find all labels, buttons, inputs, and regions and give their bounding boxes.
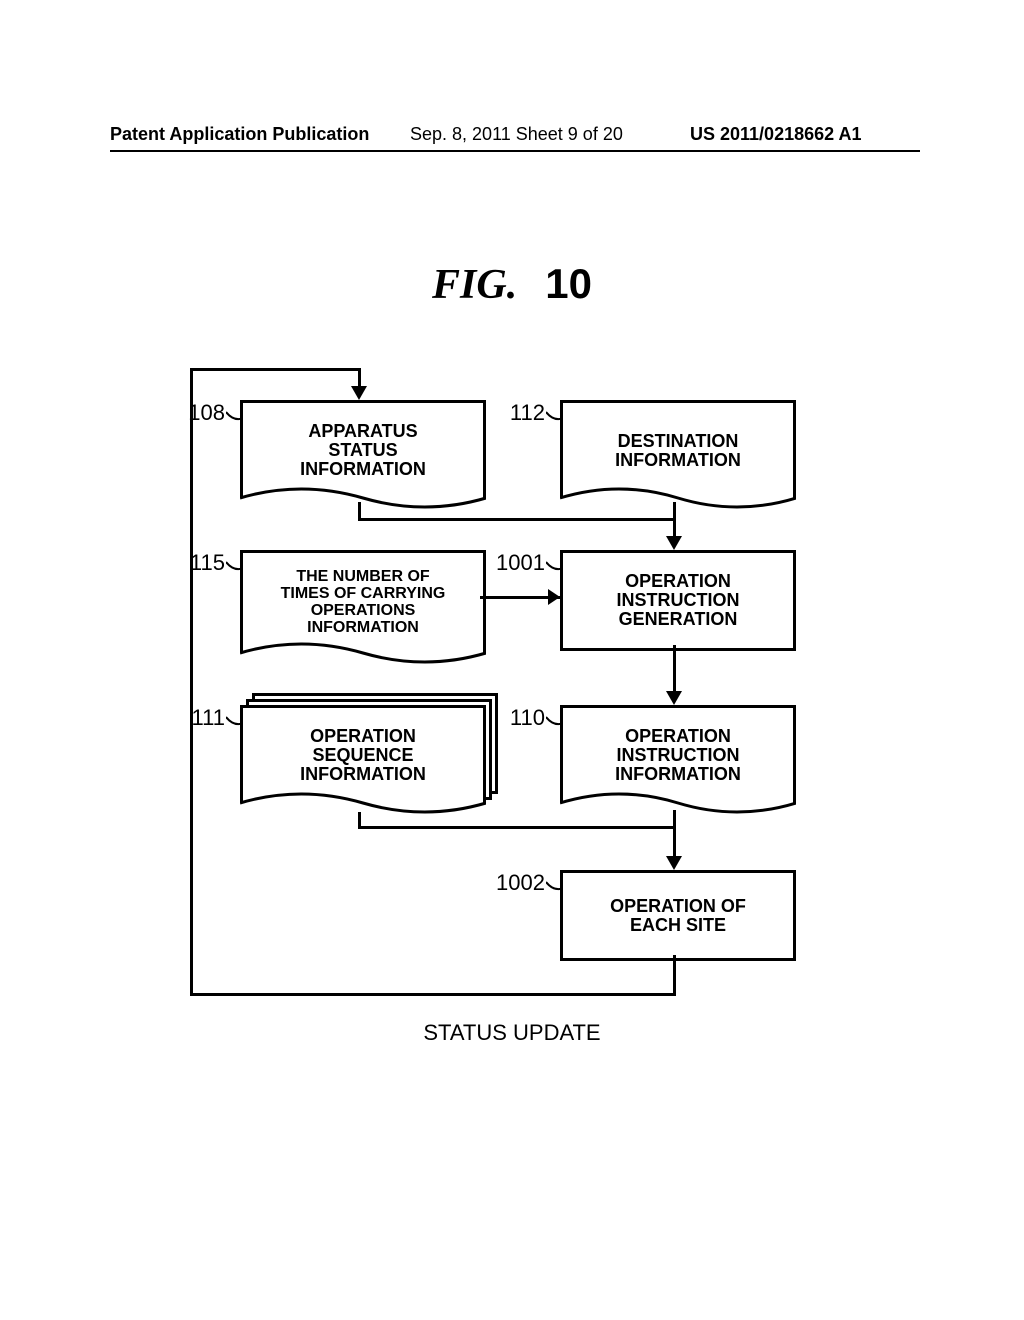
doc-bottom-108 [240, 486, 486, 510]
box-1001: OPERATION INSTRUCTION GENERATION [560, 550, 796, 651]
box-111-label: OPERATION SEQUENCE INFORMATION [296, 723, 430, 788]
arrow-in-108 [351, 386, 367, 400]
flowchart: 108 APPARATUS STATUS INFORMATION 112 DES… [120, 360, 880, 1060]
edge-1001-110 [673, 645, 676, 693]
doc-bottom-111 [240, 791, 486, 815]
box-108-label: APPARATUS STATUS INFORMATION [296, 418, 430, 483]
ref-110: 110 [490, 705, 545, 731]
page: Patent Application Publication Sep. 8, 2… [0, 0, 1024, 1320]
ref-1002: 1002 [480, 870, 545, 896]
ref-115: 115 [170, 550, 225, 576]
figure-title: FIG.10 [0, 260, 1024, 309]
header-right: US 2011/0218662 A1 [690, 124, 861, 145]
box-108: APPARATUS STATUS INFORMATION [240, 400, 486, 498]
edge-loop-down [673, 955, 676, 995]
box-112: DESTINATION INFORMATION [560, 400, 796, 498]
box-110-label: OPERATION INSTRUCTION INFORMATION [611, 723, 745, 788]
box-1001-label: OPERATION INSTRUCTION GENERATION [617, 572, 740, 629]
arrow-115-into-1001 [548, 589, 560, 605]
header-left: Patent Application Publication [110, 124, 369, 145]
box-110: OPERATION INSTRUCTION INFORMATION [560, 705, 796, 803]
ref-111: 111 [170, 705, 225, 731]
box-112-label: DESTINATION INFORMATION [611, 428, 745, 474]
fig-number: 10 [517, 260, 592, 307]
edge-loop-top [190, 368, 361, 371]
edge-loop-left [190, 368, 193, 996]
doc-bottom-112 [560, 486, 796, 510]
doc-bottom-115 [240, 641, 486, 665]
edge-loop-bottom [190, 993, 676, 996]
box-1002: OPERATION OF EACH SITE [560, 870, 796, 961]
edge-110-1002 [673, 810, 676, 858]
ref-108: 108 [170, 400, 225, 426]
edge-in-108-v [358, 368, 361, 388]
arrow-into-1001 [666, 536, 682, 550]
header-mid: Sep. 8, 2011 Sheet 9 of 20 [410, 124, 623, 145]
header-rule [110, 150, 920, 152]
box-1002-label: OPERATION OF EACH SITE [610, 897, 746, 935]
doc-bottom-110 [560, 791, 796, 815]
arrow-into-1002 [666, 856, 682, 870]
fig-prefix: FIG. [432, 262, 517, 308]
edge-108-h [358, 518, 675, 521]
box-115: THE NUMBER OF TIMES OF CARRYING OPERATIO… [240, 550, 486, 653]
edge-111-h [358, 826, 675, 829]
ref-112: 112 [490, 400, 545, 426]
box-111: OPERATION SEQUENCE INFORMATION [240, 705, 486, 803]
status-update-label: STATUS UPDATE [0, 1020, 1024, 1046]
ref-1001: 1001 [480, 550, 545, 576]
edge-112-down [673, 502, 676, 538]
arrow-into-110 [666, 691, 682, 705]
box-115-label: THE NUMBER OF TIMES OF CARRYING OPERATIO… [277, 565, 450, 640]
